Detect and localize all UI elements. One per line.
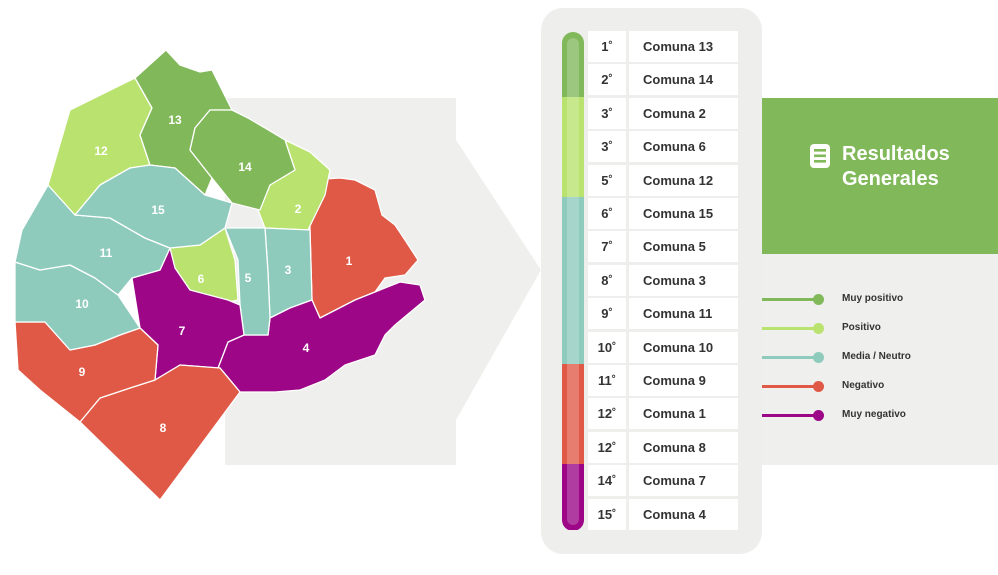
ranking-comuna-name: Comuna 8 xyxy=(629,431,738,463)
ranking-color-segment xyxy=(562,63,584,99)
ranking-bar-highlight xyxy=(567,38,579,525)
legend-item: Media / Neutro xyxy=(762,350,998,364)
comuna-1-label: 1 xyxy=(346,254,353,268)
ranking-position: 3˚ xyxy=(588,131,626,163)
legend-label: Media / Neutro xyxy=(842,351,911,362)
ranking-comuna-name: Comuna 2 xyxy=(629,97,738,129)
comuna-5-label: 5 xyxy=(245,271,252,285)
legend-line xyxy=(762,327,818,330)
legend-label: Positivo xyxy=(842,322,881,333)
ranking-position: 2˚ xyxy=(588,64,626,96)
ranking-position: 12˚ xyxy=(588,398,626,430)
ranking-color-segment xyxy=(562,130,584,166)
ranking-position: 8˚ xyxy=(588,264,626,296)
ranking-color-segment xyxy=(562,263,584,300)
ranking-color-segment xyxy=(562,197,584,233)
legend-line xyxy=(762,385,818,388)
ranking-comuna-name: Comuna 7 xyxy=(629,465,738,497)
legend-item: Muy positivo xyxy=(762,292,998,306)
legend-dot xyxy=(813,381,824,392)
ranking-color-segment xyxy=(562,32,584,68)
ranking-color-segment xyxy=(562,330,584,366)
ranking-comuna-name: Comuna 10 xyxy=(629,331,738,363)
comuna-8-label: 8 xyxy=(160,421,167,435)
ranking-comuna-name: Comuna 3 xyxy=(629,264,738,296)
ranking-color-bar xyxy=(562,32,584,531)
comuna-4-label: 4 xyxy=(303,341,310,355)
ranking-color-segment xyxy=(562,297,584,333)
ranking-color-segment xyxy=(562,464,584,500)
ranking-comuna-name: Comuna 15 xyxy=(629,198,738,229)
document-list-icon xyxy=(810,144,830,168)
comuna-12-label: 12 xyxy=(94,144,108,158)
ranking-color-segment xyxy=(562,430,584,467)
results-title-line2: Generales xyxy=(842,168,939,190)
ranking-comuna-name: Comuna 1 xyxy=(629,398,738,430)
legend-dot xyxy=(813,323,824,334)
legend-label: Muy positivo xyxy=(842,293,904,304)
comuna-7-label: 7 xyxy=(179,324,186,338)
ranking-position: 1˚ xyxy=(588,31,626,62)
ranking-comuna-name: Comuna 5 xyxy=(629,231,738,263)
ranking-position: 6˚ xyxy=(588,198,626,229)
ranking-position: 12˚ xyxy=(588,431,626,463)
comuna-15-label: 15 xyxy=(151,203,165,217)
ranking-comuna-name: Comuna 13 xyxy=(629,31,738,62)
ranking-comuna-name: Comuna 4 xyxy=(629,498,738,530)
results-box: Resultados Generales xyxy=(762,98,998,254)
ranking-position: 5˚ xyxy=(588,164,626,196)
ranking-position: 10˚ xyxy=(588,331,626,363)
legend-line xyxy=(762,356,818,359)
ranking-position: 11˚ xyxy=(588,365,626,396)
legend-line xyxy=(762,298,818,301)
ranking-color-segment xyxy=(562,163,584,199)
legend-dot xyxy=(813,294,824,305)
ranking-position: 9˚ xyxy=(588,298,626,330)
legend-label: Negativo xyxy=(842,380,885,391)
legend-dot xyxy=(813,352,824,363)
ranking-position: 15˚ xyxy=(588,498,626,530)
comuna-3-label: 3 xyxy=(285,263,292,277)
ranking-comuna-name: Comuna 6 xyxy=(629,131,738,163)
ranking-position: 14˚ xyxy=(588,465,626,497)
ranking-color-segment xyxy=(562,230,584,266)
comuna-15-region xyxy=(74,164,233,249)
comuna-5-region xyxy=(224,227,271,336)
results-title-line1: Resultados xyxy=(842,143,950,165)
comuna-14-region xyxy=(189,109,296,211)
comuna-14-label: 14 xyxy=(238,160,252,174)
comuna-6-label: 6 xyxy=(198,272,205,286)
legend-dot xyxy=(813,410,824,421)
comuna-9-label: 9 xyxy=(79,365,86,379)
comuna-10-label: 10 xyxy=(75,297,89,311)
comuna-13-label: 13 xyxy=(168,113,182,127)
ranking-color-segment xyxy=(562,497,584,530)
ranking-comuna-name: Comuna 11 xyxy=(629,298,738,330)
legend-label: Muy negativo xyxy=(842,409,906,420)
ranking-comuna-name: Comuna 9 xyxy=(629,365,738,396)
comuna-11-label: 11 xyxy=(100,246,113,260)
ranking-position: 3˚ xyxy=(588,97,626,129)
ranking-comuna-name: Comuna 14 xyxy=(629,64,738,96)
legend-item: Muy negativo xyxy=(762,408,998,422)
ranking-color-segment xyxy=(562,364,584,400)
comuna-2-label: 2 xyxy=(295,202,302,216)
results-title: Resultados Generales xyxy=(842,142,992,192)
ranking-color-segment xyxy=(562,96,584,133)
legend-item: Positivo xyxy=(762,321,998,335)
ranking-position: 7˚ xyxy=(588,231,626,263)
legend-item: Negativo xyxy=(762,379,998,393)
legend-line xyxy=(762,414,818,417)
ranking-comuna-name: Comuna 12 xyxy=(629,164,738,196)
ranking-color-segment xyxy=(562,397,584,433)
